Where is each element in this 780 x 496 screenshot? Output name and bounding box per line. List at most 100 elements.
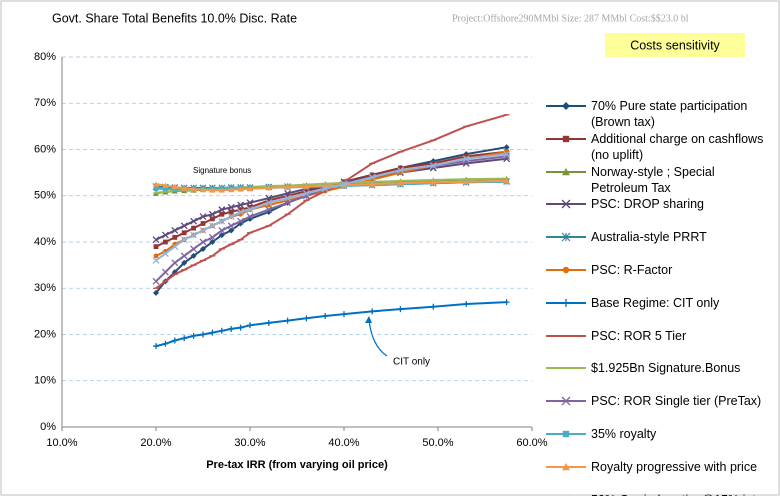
marker: [208, 233, 216, 241]
marker: [237, 208, 245, 216]
marker: [503, 150, 511, 158]
marker: [200, 245, 206, 252]
legend-swatch: [546, 199, 586, 209]
marker: [199, 238, 207, 246]
marker: [341, 311, 347, 318]
marker: [209, 239, 216, 245]
marker: [228, 209, 234, 215]
marker: [190, 186, 197, 192]
marker: [200, 186, 206, 193]
marker: [284, 183, 291, 190]
marker: [161, 268, 169, 276]
x-axis-label: Pre-tax IRR (from varying oil price): [206, 459, 388, 471]
y-tick-label: 10%: [34, 375, 56, 387]
chart-title: Govt. Share Total Benefits 10.0% Disc. R…: [52, 11, 297, 25]
marker: [171, 259, 179, 267]
legend-item: 35% royalty: [545, 426, 775, 442]
marker: [162, 182, 169, 188]
legend-item: 50% Carried partic. @15% int.: [545, 492, 775, 496]
legend-swatch: [546, 462, 586, 470]
marker: [190, 217, 198, 225]
y-tick-label: 0%: [40, 421, 56, 433]
y-tick-label: 30%: [34, 282, 56, 294]
marker: [430, 303, 437, 310]
marker: [190, 332, 197, 339]
marker: [199, 213, 207, 221]
marker: [265, 184, 272, 191]
legend-swatch: [546, 135, 586, 142]
legend-swatch: [546, 367, 586, 370]
legend-item: PSC: ROR Single tier (PreTax): [545, 393, 775, 409]
marker: [321, 185, 329, 193]
x-tick-label: 30.0%: [234, 437, 265, 449]
marker: [161, 231, 169, 239]
legend-item: PSC: DROP sharing: [545, 196, 775, 212]
marker: [237, 217, 245, 225]
marker: [562, 135, 570, 142]
marker: [246, 206, 254, 214]
marker: [562, 167, 570, 175]
legend-label: Base Regime: CIT only: [591, 295, 720, 310]
marker: [181, 185, 188, 191]
legend-swatch: [546, 334, 586, 337]
annotation-arrow: [368, 319, 388, 357]
annotation: Signature bonus: [193, 166, 251, 175]
legend-label: PSC: ROR Single tier (PreTax): [591, 394, 762, 409]
marker: [237, 186, 244, 192]
marker: [369, 181, 376, 187]
marker: [463, 300, 470, 307]
legend-swatch: [546, 232, 586, 242]
marker: [153, 186, 159, 192]
marker: [247, 185, 253, 192]
marker: [265, 319, 272, 326]
marker: [190, 231, 198, 239]
marker: [218, 187, 225, 193]
legend-label: PSC: DROP sharing: [591, 197, 705, 212]
marker: [237, 324, 244, 331]
marker: [561, 232, 571, 242]
marker: [246, 199, 254, 207]
marker: [228, 325, 235, 332]
marker: [190, 252, 197, 259]
marker: [463, 178, 470, 185]
marker: [208, 210, 216, 218]
marker: [153, 181, 159, 187]
legend-item: Australia-style PRRT: [545, 229, 775, 245]
legend-item: PSC: R-Factor: [545, 262, 775, 278]
marker: [190, 245, 198, 253]
marker: [200, 221, 206, 226]
legend-label: $1.925Bn Signature.Bonus: [591, 361, 741, 376]
marker: [228, 227, 235, 234]
box: [605, 33, 745, 57]
marker: [340, 180, 348, 188]
legend-item: Additional charge on cashflows (no uplif…: [545, 131, 775, 163]
x-tick-label: 40.0%: [328, 437, 359, 449]
marker: [228, 186, 235, 193]
annotation: CIT only: [393, 357, 430, 368]
marker: [218, 232, 225, 239]
marker: [503, 144, 510, 151]
marker: [284, 317, 291, 324]
marker: [429, 162, 437, 170]
marker: [562, 298, 570, 307]
legend-label: Australia-style PRRT: [591, 230, 707, 245]
legend-item: Norway-style ; Special Petroleum Tax: [545, 164, 775, 196]
marker: [171, 243, 179, 251]
legend-label: 50% Carried partic. @15% int.: [591, 492, 775, 496]
marker: [152, 236, 160, 244]
x-tick-label: 20.0%: [140, 437, 171, 449]
legend-label: 70% Pure state participation (Brown tax): [591, 99, 748, 129]
marker: [369, 308, 376, 315]
marker: [430, 179, 437, 185]
marker: [503, 177, 510, 184]
marker: [227, 222, 235, 230]
marker: [561, 396, 571, 406]
legend-item: Royalty progressive with price: [545, 459, 775, 475]
chart-subtitle: Project:Offshore290MMbl Size: 287 MMbl C…: [452, 13, 689, 24]
y-tick-label: 50%: [34, 190, 56, 202]
legend-swatch: [546, 102, 586, 110]
legend-swatch: [546, 167, 586, 175]
marker: [562, 462, 570, 470]
